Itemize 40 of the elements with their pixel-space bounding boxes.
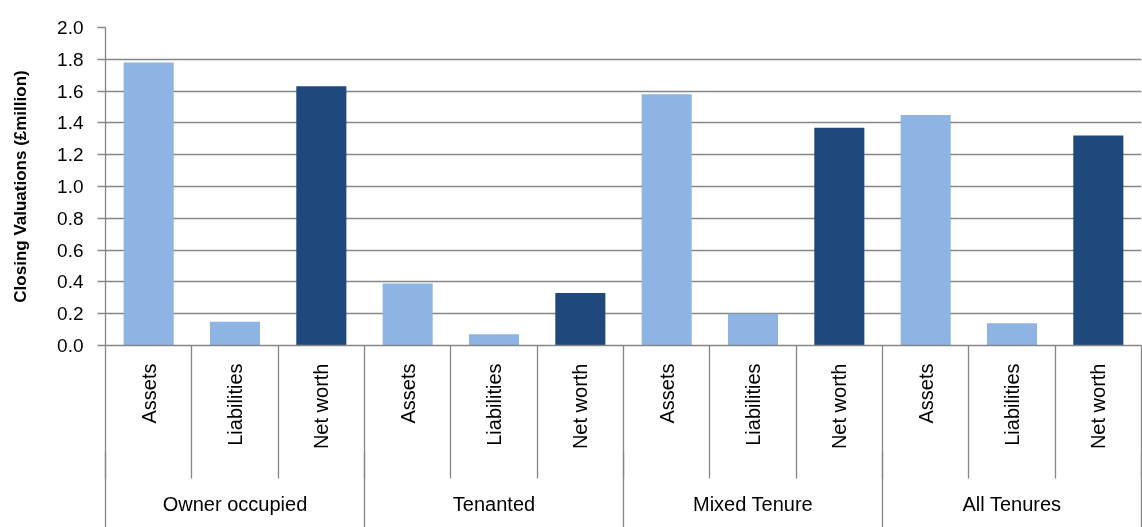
x-tick-label: Net worth: [310, 363, 333, 450]
y-axis-title: Closing Valuations (£million): [11, 70, 31, 303]
x-tick-label: Net worth: [1087, 363, 1110, 450]
x-tick-label: Net worth: [828, 363, 851, 450]
x-tick-label: Liabilities: [742, 363, 764, 446]
y-tick-label: 0.8: [57, 207, 84, 229]
x-tick-label: Liabilities: [224, 363, 246, 446]
y-tick-label: 0.4: [57, 271, 84, 293]
x-tick-label: Assets: [914, 363, 937, 424]
bar: [641, 94, 692, 346]
x-tick-label: Assets: [396, 363, 419, 424]
bar: [296, 86, 347, 346]
bar: [900, 114, 951, 346]
y-tick-label: 1.8: [57, 48, 84, 70]
bar: [123, 62, 174, 346]
y-tick-label: 2.0: [57, 17, 84, 38]
bar: [468, 334, 520, 346]
y-tick-label: 1.4: [57, 112, 84, 134]
x-tick-label: Liabilities: [483, 363, 505, 446]
y-tick-label: 0.2: [57, 303, 84, 325]
text: Mixed Tenure: [692, 492, 813, 515]
text: All Tenures: [962, 492, 1062, 515]
bar: [814, 127, 865, 346]
x-tick-label: Liabilities: [1001, 363, 1023, 446]
bar: [986, 323, 1038, 346]
x-tick-label: Net worth: [569, 363, 592, 450]
y-tick-label: 1.6: [57, 80, 84, 102]
bar: [555, 293, 606, 346]
y-tick-label: 1.0: [57, 176, 84, 197]
x-tick-label: Assets: [137, 363, 160, 424]
x-tick-label: Assets: [655, 363, 678, 424]
text: Tenanted: [452, 492, 536, 515]
bar: [727, 313, 779, 346]
bar: [209, 321, 261, 346]
bar: [382, 283, 433, 346]
bar: [1073, 135, 1124, 346]
text: Owner occupied: [162, 492, 308, 515]
y-tick-label: 0.6: [57, 239, 84, 261]
y-tick-label: 1.2: [57, 144, 84, 166]
y-tick-label: 0.0: [57, 335, 84, 356]
